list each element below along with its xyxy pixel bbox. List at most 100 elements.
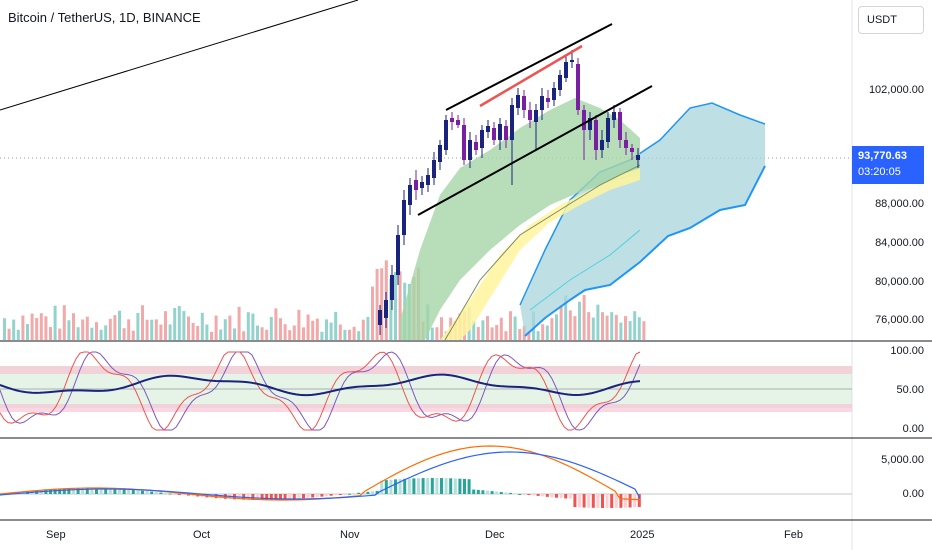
macd-histogram-bar	[555, 494, 558, 498]
macd-histogram-bar	[256, 494, 259, 500]
candle-body	[468, 140, 472, 160]
candle-body	[510, 105, 514, 140]
candle-body	[444, 120, 448, 150]
volume-bar	[7, 328, 11, 340]
volume-bar	[591, 317, 595, 340]
price-tick-label: 102,000.00	[868, 84, 924, 96]
ma-band-green	[400, 98, 640, 340]
candle-body	[450, 118, 454, 122]
candle-body	[594, 120, 598, 150]
macd-histogram-bar	[246, 494, 250, 500]
time-tick-label: Sep	[46, 529, 66, 541]
candle-body	[636, 155, 640, 160]
macd-histogram-bar	[486, 490, 489, 494]
volume-bar	[58, 328, 62, 340]
macd-histogram-bar	[582, 494, 586, 508]
macd-histogram-bar	[85, 488, 89, 494]
volume-bar	[95, 322, 98, 340]
volume-bar	[30, 313, 34, 340]
volume-bar	[430, 327, 434, 340]
candle-body	[612, 112, 616, 120]
macd-histogram-bar	[329, 494, 333, 496]
macd-histogram-bar	[145, 491, 149, 494]
stoch-tick-label: 0.00	[902, 423, 924, 435]
candle-body	[390, 275, 394, 300]
candle-body	[522, 96, 526, 110]
macd-histogram-bar	[72, 488, 75, 494]
candle-body	[540, 96, 544, 110]
volume-bar	[177, 306, 181, 340]
macd-histogram-bar	[279, 494, 282, 500]
candle-body	[576, 64, 580, 110]
volume-bar	[394, 272, 397, 340]
macd-histogram-bar	[605, 494, 609, 508]
macd-histogram-bar	[127, 489, 131, 494]
macd-histogram-bar	[421, 478, 425, 494]
currency-button[interactable]: USDT	[858, 6, 924, 34]
volume-bar	[246, 312, 250, 340]
volume-bar	[12, 319, 16, 340]
macd-histogram-bar	[154, 492, 158, 494]
time-tick-label: Feb	[784, 529, 803, 541]
macd-histogram-bar	[366, 491, 370, 494]
symbol-title[interactable]: Bitcoin / TetherUS, 1D, BINANCE	[8, 10, 201, 25]
volume-bar	[228, 315, 232, 340]
macd-histogram-bar	[559, 494, 563, 499]
time-tick-label: 2025	[630, 529, 655, 541]
cloud-lower-edge	[524, 165, 766, 337]
macd-histogram-bar	[357, 492, 361, 494]
macd-histogram-bar	[453, 478, 457, 494]
macd-histogram-bar	[122, 489, 126, 494]
volume-bar	[113, 315, 117, 340]
macd-histogram-bar	[476, 489, 480, 494]
candle-body	[396, 235, 400, 275]
macd-histogram-bar	[412, 478, 416, 494]
macd-histogram-bar	[463, 478, 466, 494]
volume-bar	[587, 312, 591, 340]
macd-histogram-bar	[458, 478, 462, 494]
macd-histogram-bar	[187, 494, 190, 496]
stoch-tick-label: 50.00	[896, 384, 924, 396]
macd-histogram-bar	[58, 488, 62, 494]
volume-bar	[196, 325, 200, 340]
volume-bar	[320, 331, 324, 340]
volume-bar	[44, 316, 48, 340]
macd-histogram-bar	[164, 493, 167, 495]
macd-histogram-bar	[348, 493, 351, 495]
volume-bar	[490, 327, 494, 340]
candle-body	[438, 145, 442, 162]
last-price-value: 93,770.63	[858, 150, 907, 162]
macd-histogram-bar	[536, 494, 540, 496]
volume-bar	[131, 330, 135, 340]
volume-bar	[53, 305, 57, 340]
volume-bar	[628, 321, 632, 340]
macd-histogram-bar	[587, 494, 591, 508]
macd-histogram-bar	[283, 494, 287, 500]
volume-bar	[145, 319, 149, 340]
volume-bar	[21, 315, 25, 340]
volume-bar	[633, 311, 637, 340]
volume-bar	[99, 329, 103, 340]
price-tick-label: 84,000.00	[875, 237, 924, 249]
macd-histogram-bar	[472, 489, 476, 494]
macd-histogram-bar	[67, 488, 71, 494]
macd-histogram-bar	[260, 494, 264, 500]
volume-bar	[90, 327, 94, 340]
time-tick-label: Oct	[193, 529, 211, 541]
macd-histogram-bar	[150, 491, 154, 494]
volume-bar	[141, 305, 144, 340]
macd-histogram-bar	[141, 490, 144, 494]
macd-histogram-bar	[394, 479, 397, 494]
candle-body	[384, 300, 388, 318]
volume-bar	[522, 325, 526, 340]
volume-bar	[578, 301, 581, 340]
volume-bar	[642, 321, 646, 340]
macd-histogram-bar	[481, 490, 485, 494]
volume-bar	[136, 312, 140, 340]
candle-body	[420, 182, 424, 188]
volume-bar	[550, 318, 554, 340]
volume-bar	[72, 313, 75, 340]
macd-histogram-bar	[637, 494, 641, 507]
macd-histogram-bar	[532, 494, 535, 496]
